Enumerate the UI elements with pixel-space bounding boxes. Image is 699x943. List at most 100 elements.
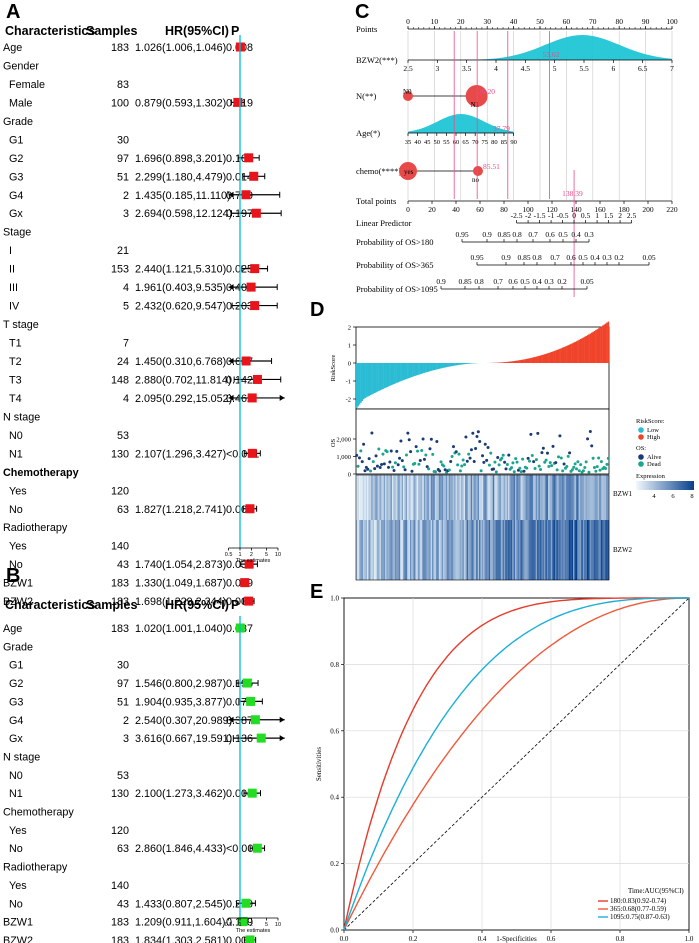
- heatmap-cell-bzw2: [476, 520, 478, 580]
- risk-bar: [405, 363, 408, 379]
- heatmap-cell-bzw1: [509, 475, 512, 520]
- os-point: [476, 430, 480, 434]
- bzw2-tick-label: 7: [670, 64, 674, 73]
- os-point: [442, 464, 446, 468]
- os-point: [598, 468, 602, 472]
- os-point: [433, 470, 437, 474]
- heatmap-cell-bzw1: [367, 475, 369, 520]
- heatmap-cell-bzw2: [479, 520, 481, 580]
- heatmap-cell-bzw1: [472, 475, 474, 520]
- total-points-tick-label: 80: [500, 205, 508, 214]
- risk-bar: [607, 321, 610, 363]
- heatmap-cell-bzw1: [517, 475, 520, 520]
- os-point: [407, 438, 411, 442]
- heatmap-cell-bzw2: [538, 520, 541, 580]
- risk-bar: [469, 363, 471, 364]
- os-point: [464, 435, 468, 439]
- heatmap-cell-bzw2: [455, 520, 458, 580]
- os-point: [366, 467, 370, 471]
- heatmap-cell-bzw2: [542, 520, 545, 580]
- heatmap-cell-bzw1: [495, 475, 498, 520]
- heatmap-cell-bzw2: [378, 520, 380, 580]
- risk-bar: [398, 363, 401, 382]
- heatmap-cell-bzw1: [372, 475, 375, 520]
- probability-tick-label: 0.4: [571, 230, 581, 239]
- os-point: [378, 465, 382, 469]
- heatmap-cell-bzw1: [401, 475, 404, 520]
- row-label: IV: [9, 301, 20, 313]
- heatmap-cell-bzw2: [409, 520, 412, 580]
- legend-expression-title: Expression: [636, 473, 666, 480]
- heatmap-cell-bzw2: [484, 520, 487, 580]
- row-samples: 5: [123, 301, 129, 313]
- hr-square: [252, 374, 262, 384]
- heatmap-cell-bzw2: [566, 520, 568, 580]
- heatmap-cell-bzw1: [574, 475, 577, 520]
- panel-a-header-samples: Samples: [86, 24, 137, 38]
- probability-tick-label: 0.9: [482, 230, 492, 239]
- heatmap-cell-bzw1: [530, 475, 532, 520]
- os-point: [468, 456, 472, 460]
- os-point: [532, 460, 536, 464]
- heatmap-cell-bzw1: [459, 475, 462, 520]
- risk-y-tick-label: 2: [348, 325, 351, 332]
- os-point: [424, 453, 428, 457]
- legend-os-swatch: [638, 461, 644, 467]
- heatmap-cell-bzw1: [575, 475, 578, 520]
- risk-bar: [465, 363, 467, 365]
- heatmap-cell-bzw2: [398, 520, 401, 580]
- heatmap-cell-bzw1: [490, 475, 492, 520]
- x-tick-label: 0.5: [225, 922, 233, 928]
- os-point: [438, 469, 442, 473]
- nomogram-row-label: Probability of OS>180: [356, 237, 434, 247]
- heatmap-cell-bzw2: [491, 520, 494, 580]
- heatmap-cell-bzw1: [570, 475, 572, 520]
- os-point: [482, 460, 486, 464]
- os-point: [525, 466, 529, 470]
- heatmap-cell-bzw2: [375, 520, 377, 580]
- heatmap-cell-bzw1: [419, 475, 422, 520]
- os-point: [403, 468, 407, 472]
- os-point: [493, 460, 497, 464]
- panel-a-forest-plot: 0.5 1 2 5 10 The estimates: [225, 35, 285, 606]
- risk-bar: [512, 361, 514, 363]
- heatmap-cell-bzw1: [555, 475, 557, 520]
- heatmap-cell-bzw1: [473, 475, 476, 520]
- heatmap-cell-bzw1: [588, 475, 590, 520]
- risk-bar: [578, 339, 581, 363]
- risk-bar: [584, 336, 586, 363]
- risk-bar: [570, 343, 572, 363]
- risk-bar: [360, 363, 362, 403]
- os-point: [467, 452, 471, 456]
- os-point: [451, 445, 455, 449]
- heatmap-cell-bzw1: [484, 475, 487, 520]
- os-point: [381, 452, 385, 456]
- risk-bar: [361, 363, 364, 401]
- heatmap-cell-bzw2: [589, 520, 592, 580]
- os-point: [529, 432, 533, 436]
- nomogram-row-label: Probability of OS>365: [356, 260, 434, 270]
- nomogram-row-label: chemo(****): [356, 166, 401, 176]
- risk-bar: [438, 363, 441, 369]
- heatmap-cell-bzw1: [443, 475, 445, 520]
- heatmap-cell-bzw1: [461, 475, 463, 520]
- risk-bar: [463, 363, 466, 365]
- linear-predictor-tick-label: 0.5: [581, 211, 591, 220]
- heatmap-cell-bzw2: [506, 520, 509, 580]
- heatmap-cell-bzw1: [462, 475, 465, 520]
- row-hr: 1.209(0.911,1.604): [135, 917, 225, 929]
- os-point: [475, 434, 479, 438]
- row-hr: 1.961(0.403,9.535): [135, 282, 226, 294]
- heatmap-cell-bzw1: [411, 475, 413, 520]
- risk-bar: [526, 358, 528, 363]
- row-label: G3: [9, 171, 23, 183]
- heatmap-cell-bzw1: [387, 475, 390, 520]
- heatmap-cell-bzw2: [448, 520, 451, 580]
- heatmap-cell-bzw1: [365, 475, 368, 520]
- row-samples: 43: [117, 559, 129, 571]
